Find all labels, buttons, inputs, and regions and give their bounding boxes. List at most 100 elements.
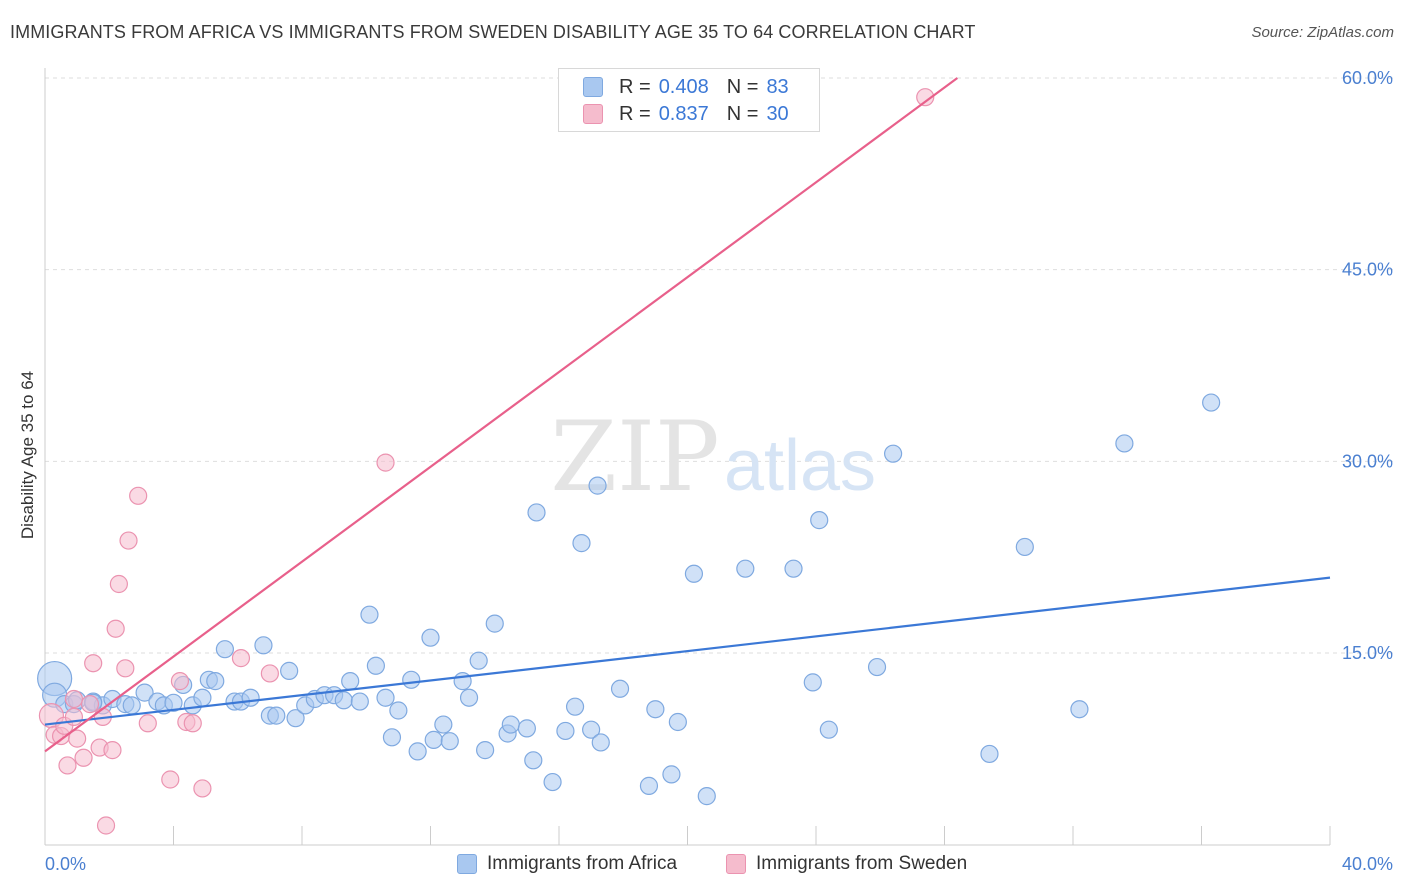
point-africa: [646, 700, 665, 719]
point-africa: [280, 661, 299, 680]
point-africa: [517, 719, 536, 738]
point-africa: [382, 728, 402, 747]
point-sweden: [84, 654, 103, 673]
n-label: N =: [726, 102, 759, 125]
point-africa: [286, 709, 305, 728]
watermark-zip: ZIP: [550, 401, 719, 513]
point-sweden: [80, 695, 100, 714]
watermark: ZIP atlas: [550, 401, 876, 513]
point-africa: [360, 605, 379, 624]
axes: [44, 68, 1331, 846]
point-sweden: [74, 748, 93, 767]
legend-swatch-sweden: [726, 854, 746, 874]
trend-line-africa: [44, 576, 1331, 726]
legend-swatch-africa: [457, 854, 477, 874]
stats-row-sweden: R = 0.837 N = 30: [583, 102, 789, 126]
stats-row-africa: R = 0.408 N = 83: [583, 75, 789, 99]
point-sweden: [183, 714, 202, 733]
r-value: 0.837: [658, 102, 709, 125]
n-value: 83: [766, 75, 789, 98]
trend-line-sweden: [44, 77, 959, 753]
point-sweden: [138, 714, 157, 733]
point-africa: [1015, 537, 1034, 557]
legend-label-sweden: Immigrants from Sweden: [756, 853, 968, 874]
point-africa: [440, 732, 459, 751]
point-africa: [980, 744, 999, 764]
point-sweden: [64, 689, 84, 709]
point-africa: [334, 691, 353, 710]
point-africa: [1115, 434, 1134, 453]
point-africa: [341, 672, 360, 691]
point-africa: [389, 701, 408, 720]
chart-source: Source: ZipAtlas.com: [1251, 24, 1394, 41]
point-africa: [376, 688, 395, 707]
point-africa: [582, 720, 601, 739]
r-label: R =: [619, 102, 651, 125]
point-africa: [810, 511, 829, 530]
point-sweden: [116, 659, 135, 678]
point-sweden: [96, 816, 116, 835]
point-africa: [459, 688, 479, 707]
point-africa: [254, 636, 273, 655]
point-africa: [610, 679, 630, 698]
point-africa: [524, 751, 543, 770]
x-tick-label: 0.0%: [45, 854, 86, 874]
point-africa: [408, 742, 427, 761]
r-value: 0.408: [658, 75, 709, 98]
n-label: N =: [726, 75, 759, 98]
point-africa: [241, 688, 260, 707]
point-sweden: [68, 729, 87, 748]
point-africa: [684, 564, 704, 583]
tick-labels: 15.0% 30.0% 45.0% 60.0% 0.0% 40.0%: [45, 68, 1393, 874]
swatch-sweden: [583, 104, 603, 124]
point-africa: [1070, 700, 1089, 719]
point-sweden: [129, 486, 148, 505]
point-africa: [803, 673, 822, 692]
legend-label-africa: Immigrants from Africa: [487, 853, 678, 874]
trend-lines: [44, 77, 1331, 753]
point-africa: [883, 444, 903, 463]
point-sweden: [916, 88, 935, 107]
point-sweden: [231, 649, 251, 668]
data-points: [37, 88, 1221, 835]
legend-item-africa[interactable]: Immigrants from Africa: [457, 852, 677, 876]
n-value: 30: [766, 102, 789, 125]
point-africa: [434, 715, 453, 734]
watermark-atlas: atlas: [724, 426, 876, 506]
point-africa: [591, 733, 610, 752]
gridlines: [45, 77, 1393, 654]
point-africa: [469, 651, 488, 670]
point-africa: [819, 720, 838, 739]
point-africa: [736, 559, 755, 578]
point-africa: [485, 614, 504, 633]
point-africa: [135, 683, 154, 702]
point-sweden: [170, 672, 190, 691]
chart-title: IMMIGRANTS FROM AFRICA VS IMMIGRANTS FRO…: [10, 22, 976, 42]
point-africa: [402, 670, 421, 689]
r-label: R =: [619, 75, 651, 98]
point-sweden: [58, 756, 77, 775]
point-africa: [501, 715, 520, 734]
point-africa: [164, 693, 183, 712]
point-sweden: [119, 531, 138, 550]
point-africa: [424, 730, 443, 749]
x-tick-label: 40.0%: [1342, 854, 1393, 874]
point-africa: [668, 712, 687, 732]
point-sweden: [161, 770, 180, 789]
point-africa: [697, 787, 716, 806]
point-africa: [784, 559, 803, 578]
point-africa: [193, 688, 212, 707]
stats-legend: R = 0.408 N = 83 R = 0.837 N = 30: [558, 68, 820, 132]
point-africa: [639, 776, 659, 795]
point-africa: [421, 628, 440, 647]
point-africa: [122, 696, 141, 715]
point-africa: [215, 640, 234, 659]
y-tick-label: 45.0%: [1342, 260, 1393, 280]
y-tick-label: 60.0%: [1342, 68, 1393, 88]
legend-item-sweden[interactable]: Immigrants from Sweden: [726, 852, 967, 876]
point-africa: [572, 534, 591, 553]
swatch-africa: [583, 77, 603, 97]
point-sweden: [109, 574, 128, 594]
point-africa: [588, 476, 607, 495]
